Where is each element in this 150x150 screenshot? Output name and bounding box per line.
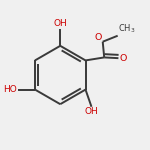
Text: O: O — [94, 33, 102, 42]
Text: CH$_3$: CH$_3$ — [118, 22, 136, 35]
Text: OH: OH — [85, 107, 98, 116]
Text: HO: HO — [3, 85, 17, 94]
Text: OH: OH — [53, 19, 67, 28]
Text: O: O — [119, 54, 127, 63]
